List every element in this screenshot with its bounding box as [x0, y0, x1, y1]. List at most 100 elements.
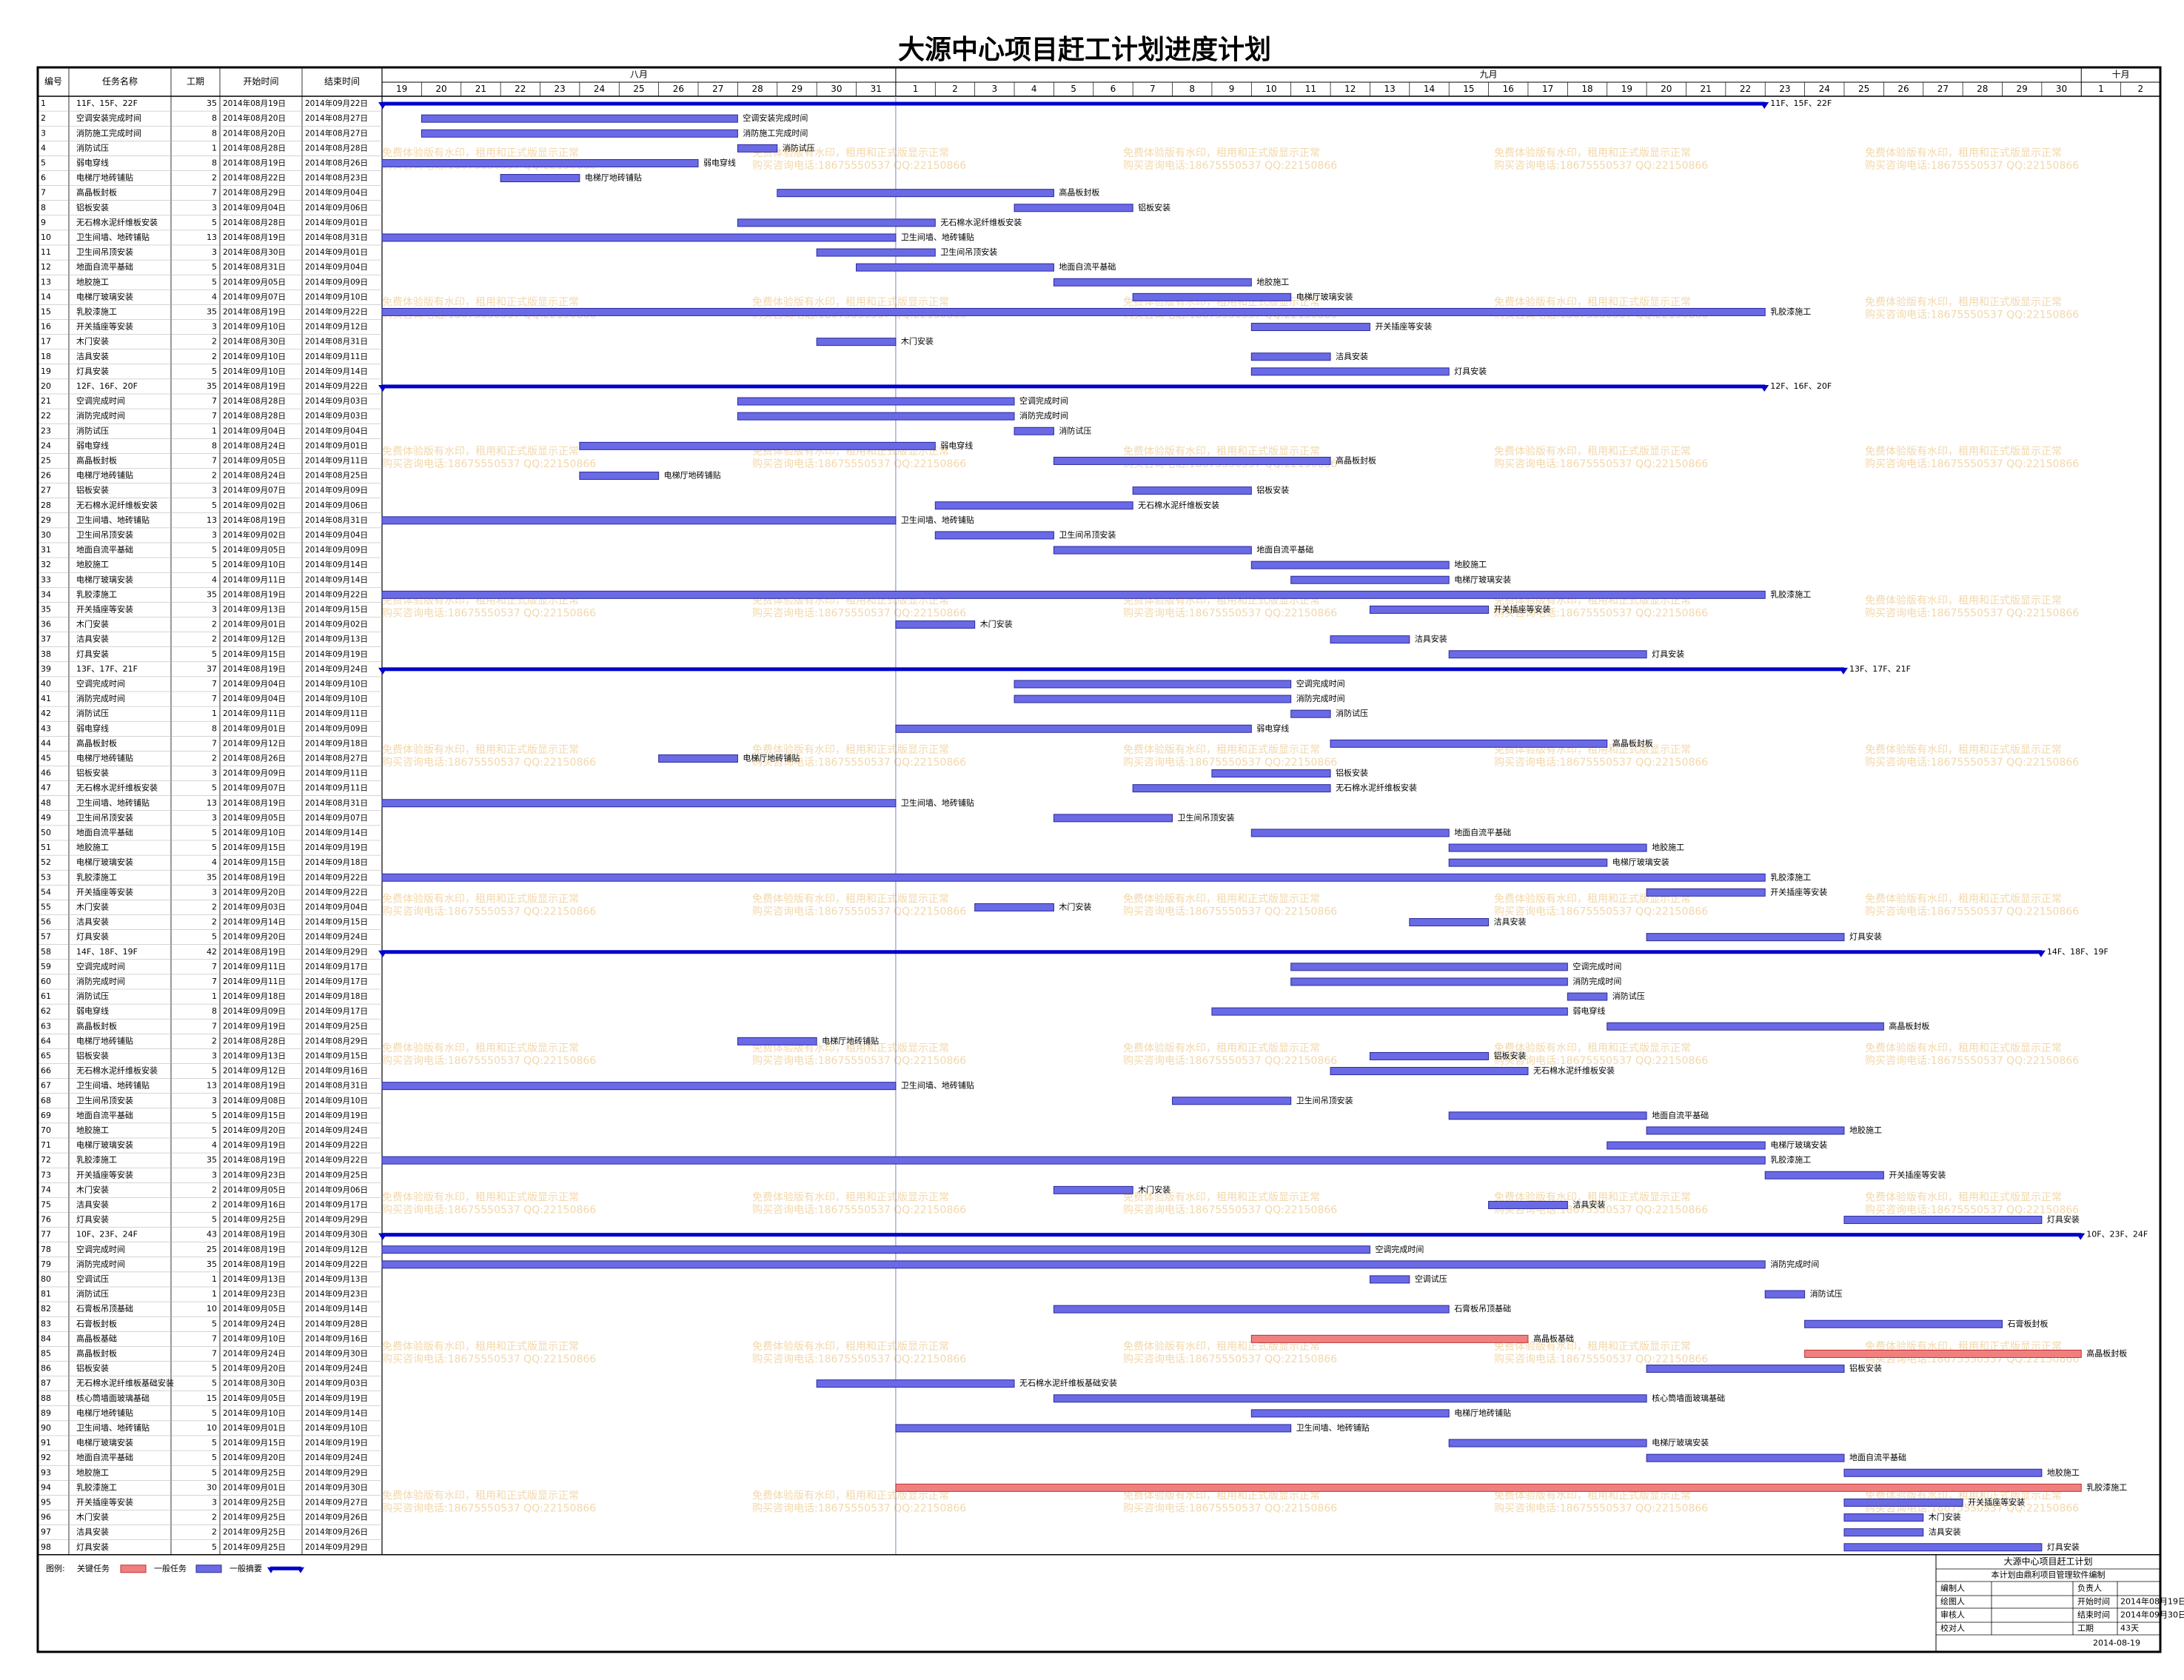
task-duration: 2	[212, 917, 217, 927]
task-id: 67	[41, 1081, 51, 1091]
task-id: 91	[41, 1438, 51, 1448]
legend-swatch	[120, 1564, 147, 1573]
task-id: 30	[41, 530, 51, 540]
watermark: 免费体验版有水印，租用和正式版显示正常	[1865, 1043, 2062, 1054]
task-end: 2014年09月11日	[305, 352, 368, 361]
watermark: 购买咨询电话:18675550537 QQ:22150866	[752, 1353, 966, 1365]
task-name: 无石棉水泥纤维板基础安装	[76, 1378, 174, 1388]
task-duration: 1	[212, 991, 217, 1001]
task-start: 2014年09月20日	[223, 1453, 286, 1462]
task-bar	[1250, 560, 1450, 569]
task-end: 2014年09月29日	[305, 1542, 368, 1552]
task-duration: 4	[212, 575, 217, 584]
summary-cap	[1760, 102, 1769, 110]
task-end: 2014年09月22日	[305, 589, 368, 599]
task-start: 2014年08月19日	[223, 158, 286, 167]
task-name: 消防试压	[76, 991, 109, 1001]
watermark: 购买咨询电话:18675550537 QQ:22150866	[382, 757, 596, 769]
task-name: 乳胶漆施工	[76, 306, 117, 316]
bar-label: 电梯厅玻璃安装	[1652, 1437, 1709, 1448]
bar-label: 开关插座等安装	[1770, 886, 1827, 897]
task-duration: 7	[212, 411, 217, 421]
task-name: 地面自流平基础	[76, 261, 133, 272]
bar-label: 空调完成时间	[1572, 961, 1621, 971]
task-name: 卫生间吊顶安装	[76, 812, 133, 823]
day-label: 23	[1779, 84, 1790, 94]
task-name: 10F、23F、24F	[76, 1230, 138, 1239]
task-id: 47	[41, 783, 51, 793]
task-duration: 2	[212, 902, 217, 911]
task-bar	[1567, 992, 1608, 1001]
task-start: 2014年08月30日	[223, 1379, 286, 1388]
task-name: 电梯厅玻璃安装	[76, 1139, 133, 1150]
legend-swatch	[270, 1566, 301, 1570]
task-id: 87	[41, 1379, 51, 1388]
bar-label: 乳胶漆施工	[1770, 589, 1811, 599]
watermark: 免费体验版有水印，租用和正式版显示正常	[752, 744, 949, 756]
task-duration: 5	[212, 1408, 217, 1418]
task-name: 铝板安装	[76, 1050, 109, 1060]
task-end: 2014年09月06日	[305, 501, 368, 510]
task-duration: 5	[212, 932, 217, 942]
task-name: 高晶板封板	[76, 1020, 117, 1031]
bar-label: 电梯厅玻璃安装	[1454, 574, 1511, 584]
bar-label: 空调完成时间	[1375, 1244, 1424, 1254]
task-id: 68	[41, 1096, 51, 1105]
bar-label: 核心筒墙面玻璃基础	[1652, 1393, 1725, 1403]
frame	[36, 66, 2162, 1653]
task-start: 2014年09月01日	[223, 723, 286, 733]
summary-bar	[382, 667, 1844, 672]
bar-label: 卫生间墙、地砖铺贴	[901, 797, 974, 808]
watermark: 购买咨询电话:18675550537 QQ:22150866	[752, 160, 966, 172]
task-bar	[381, 1260, 1766, 1269]
task-duration: 3	[212, 1096, 217, 1105]
bar-label: 无石棉水泥纤维板安装	[1336, 783, 1417, 793]
task-bar	[1250, 323, 1370, 332]
watermark: 购买咨询电话:18675550537 QQ:22150866	[752, 1055, 966, 1067]
task-bar	[1172, 1097, 1292, 1105]
task-name: 灯具安装	[76, 931, 109, 942]
task-name: 弱电穿线	[76, 1005, 109, 1016]
watermark: 免费体验版有水印，租用和正式版显示正常	[1123, 1192, 1320, 1204]
watermark: 免费体验版有水印，租用和正式版显示正常	[1865, 147, 2062, 159]
task-start: 2014年09月13日	[223, 1051, 286, 1060]
task-name: 高晶板封板	[76, 737, 117, 748]
watermark: 免费体验版有水印，租用和正式版显示正常	[752, 894, 949, 906]
bar-label: 地面自流平基础	[1059, 261, 1116, 272]
task-duration: 7	[212, 977, 217, 986]
task-duration: 3	[212, 1170, 217, 1179]
task-end: 2014年09月17日	[305, 1006, 368, 1016]
task-duration: 13	[207, 232, 217, 242]
task-start: 2014年09月20日	[223, 932, 286, 942]
bar-label: 木门安装	[1929, 1512, 1961, 1522]
bar-label: 地面自流平基础	[1454, 827, 1511, 837]
watermark: 免费体验版有水印，租用和正式版显示正常	[1865, 1192, 2062, 1204]
summary-bar	[382, 101, 1766, 106]
watermark: 购买咨询电话:18675550537 QQ:22150866	[752, 608, 966, 620]
task-end: 2014年09月03日	[305, 1379, 368, 1388]
task-duration: 3	[212, 769, 217, 778]
day-label: 24	[594, 84, 605, 94]
task-name: 高晶板封板	[76, 1348, 117, 1358]
task-end: 2014年09月15日	[305, 1051, 368, 1060]
task-end: 2014年09月29日	[305, 1215, 368, 1225]
task-end: 2014年09月22日	[305, 1155, 368, 1165]
task-duration: 35	[207, 1155, 217, 1165]
task-end: 2014年09月30日	[305, 1230, 368, 1239]
task-start: 2014年08月19日	[223, 307, 286, 316]
task-name: 14F、18F、19F	[76, 947, 138, 957]
bar-label: 乳胶漆施工	[2086, 1482, 2127, 1492]
task-bar	[1843, 1468, 2043, 1477]
task-end: 2014年09月12日	[305, 322, 368, 332]
task-end: 2014年09月14日	[305, 828, 368, 837]
watermark: 购买咨询电话:18675550537 QQ:22150866	[1865, 160, 2079, 172]
task-bar	[1250, 352, 1331, 361]
watermark: 购买咨询电话:18675550537 QQ:22150866	[752, 458, 966, 470]
bar-label: 13F、17F、21F	[1849, 664, 1911, 674]
task-id: 96	[41, 1513, 51, 1522]
column-header: 任务名称	[102, 76, 138, 87]
watermark: 免费体验版有水印，租用和正式版显示正常	[1123, 446, 1320, 458]
bar-label: 地胶施工	[1256, 276, 1289, 287]
task-name: 无石棉水泥纤维板安装	[76, 217, 158, 227]
bar-label: 消防完成时间	[1296, 693, 1345, 703]
